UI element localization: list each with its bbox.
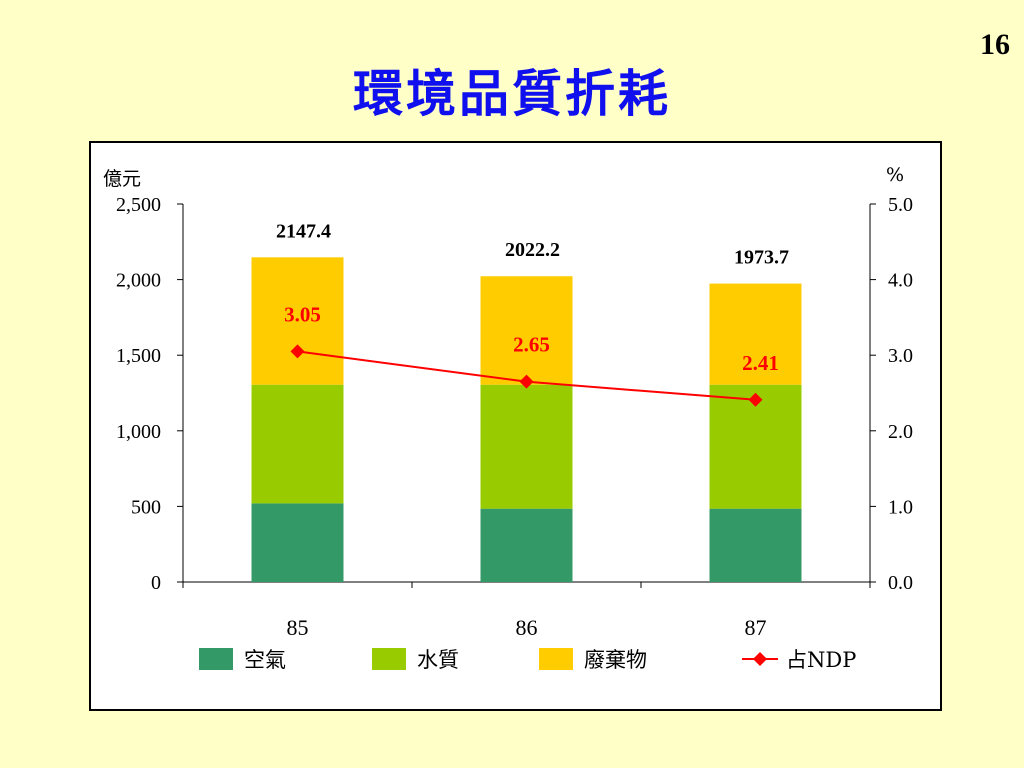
bar-0-87: [709, 508, 802, 582]
y-left-tick-label: 1,000: [116, 421, 161, 443]
legend-swatch-0: [199, 648, 233, 670]
bar-0-86: [480, 508, 573, 582]
y-right-tick-label: 1.0: [888, 496, 913, 518]
total-label-87: 1973.7: [734, 247, 789, 269]
y-left-tick-label: 1,500: [116, 345, 161, 367]
legend-label-0: 空氣: [244, 648, 286, 672]
y-left-tick-label: 0: [151, 572, 161, 594]
y-left-tick-label: 500: [131, 496, 161, 518]
legend-line-marker: [753, 652, 767, 666]
ndp-chart: 0 500 1,000 1,500 2,000 2,500 0.0 1.0 2.0 3.0 4.0 5…: [103, 164, 913, 672]
legend-label-line: 占NDP: [786, 648, 856, 672]
y-right-unit-label: %: [886, 164, 904, 186]
bar-2-87: [709, 283, 802, 385]
legend-layer: 空氣 水質 廢棄物 占NDP: [199, 648, 856, 672]
bar-2-86: [480, 276, 573, 385]
y-left-tick-label: 2,000: [116, 270, 161, 292]
legend-swatch-1: [372, 648, 406, 670]
ndp-marker-87: [748, 392, 763, 407]
legend-label-2: 廢棄物: [584, 648, 647, 672]
y-right-tick-label: 0.0: [888, 572, 913, 594]
category-label-87: 87: [745, 615, 767, 640]
total-label-85: 2147.4: [276, 220, 331, 242]
ndp-marker-86: [519, 374, 534, 389]
legend-swatch-2: [539, 648, 573, 670]
total-label-86: 2022.2: [505, 239, 560, 261]
bar-1-85: [251, 384, 344, 504]
y-right-tick-label: 5.0: [888, 194, 913, 216]
y-left-tick-label: 2,500: [116, 194, 161, 216]
y-right-tick-label: 2.0: [888, 421, 913, 443]
y-right-tick-label: 4.0: [888, 270, 913, 292]
pct-label-87: 2.41: [742, 351, 779, 375]
bar-2-85: [251, 257, 344, 385]
bar-0-85: [251, 503, 344, 582]
bars-layer: [251, 257, 802, 582]
y-right-tick-label: 3.0: [888, 345, 913, 367]
pct-label-85: 3.05: [284, 302, 321, 326]
pct-label-86: 2.65: [513, 333, 550, 357]
category-label-86: 86: [516, 615, 538, 640]
category-label-85: 85: [287, 615, 309, 640]
line-layer: [290, 344, 763, 407]
chart-frame: 0 500 1,000 1,500 2,000 2,500 0.0 1.0 2.0 3.0 4.0 5…: [89, 141, 942, 711]
ndp-marker-85: [290, 344, 305, 359]
labels-layer: 2147.4 85 2022.2 86 1973.7 87 3.05 2.65 2.41: [276, 220, 789, 640]
page-number: 16: [980, 28, 1010, 61]
slide-title: 環境品質折耗: [353, 64, 671, 123]
y-left-unit-label: 億元: [103, 168, 141, 190]
bar-1-86: [480, 384, 573, 509]
legend-label-1: 水質: [417, 648, 459, 672]
